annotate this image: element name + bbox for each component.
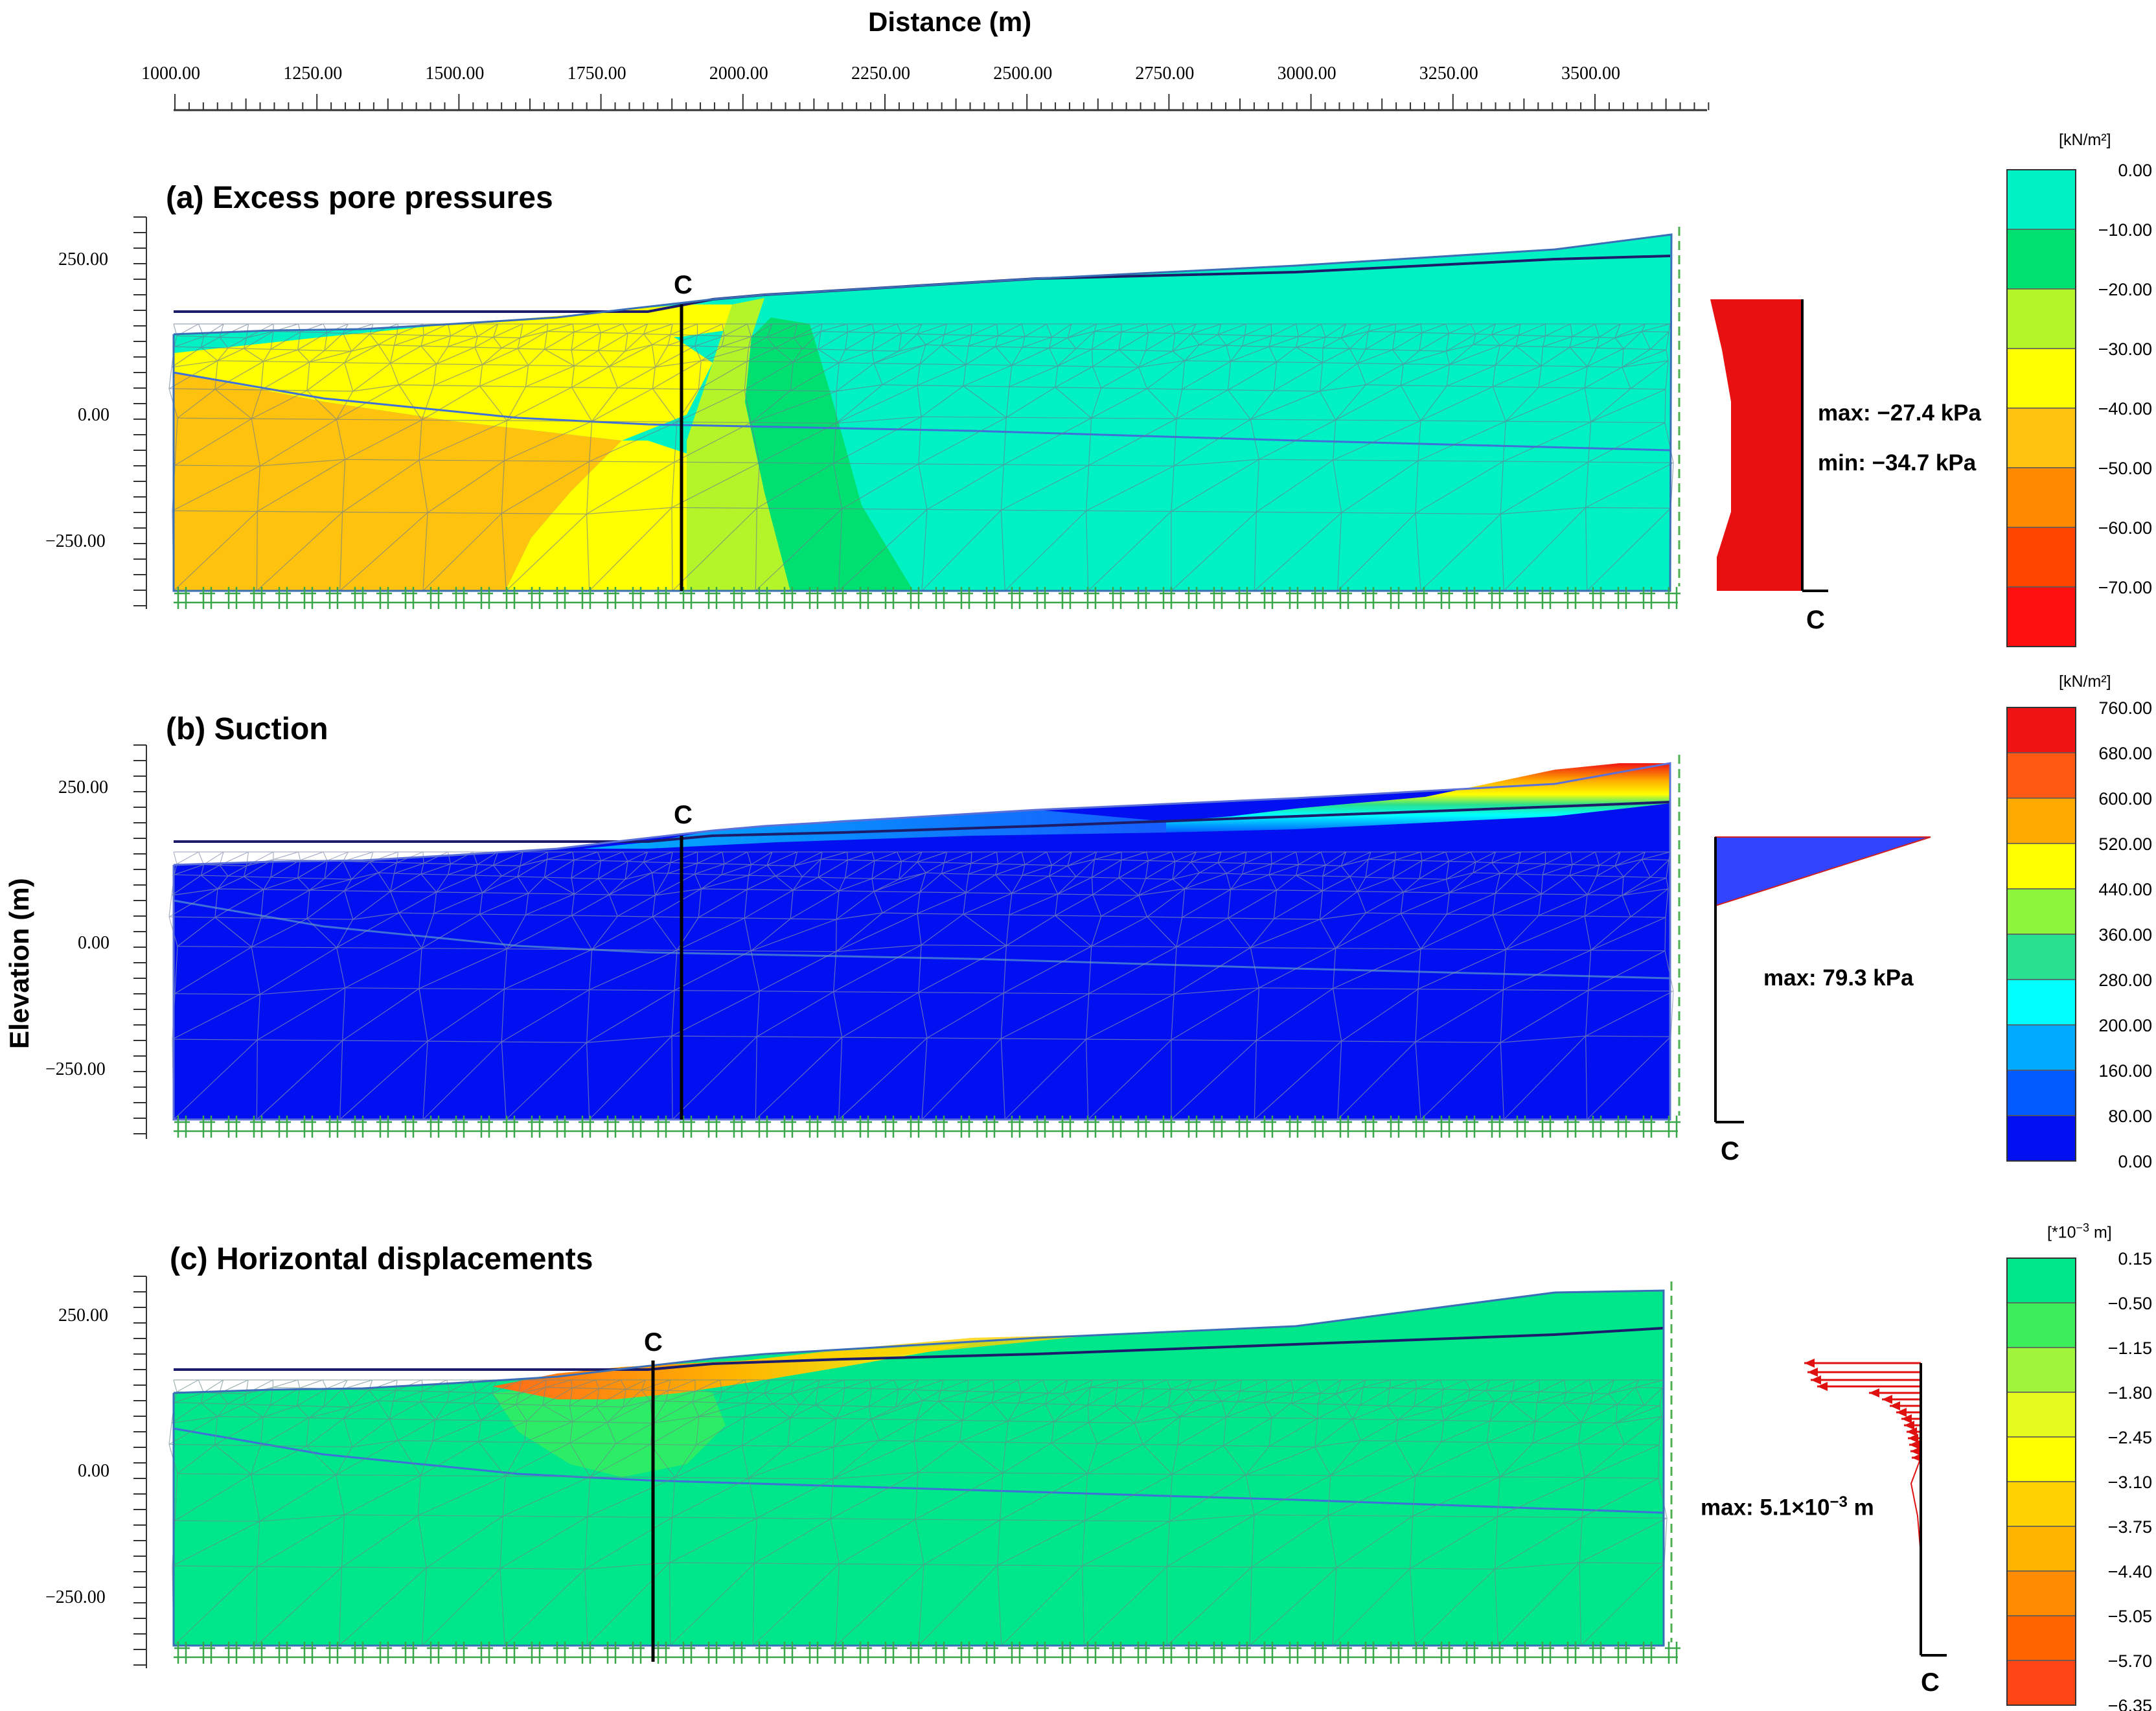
distance-axis-title: Distance (m) xyxy=(868,6,1032,37)
panel-c-title: (c) Horizontal displacements xyxy=(170,1242,593,1276)
panel-b-legend: 760.00 680.00 600.00 520.00 440.00 360.00 280.… xyxy=(2006,698,2152,1171)
panel-b-legend-unit: [kN/m²] xyxy=(2059,672,2111,691)
panel-c-section-label-top: C xyxy=(644,1328,663,1357)
distance-tick-8: 3000.00 xyxy=(1277,63,1336,84)
legendA-tick-2: −20.00 xyxy=(2098,280,2152,299)
panel-c-max-annotation: max: 5.1×10−3 m xyxy=(1701,1493,1874,1521)
legendC-tick-2: −1.15 xyxy=(2108,1338,2152,1358)
panel-a-min-annotation: min: −34.7 kPa xyxy=(1818,450,1977,476)
legendA-tick-5: −50.00 xyxy=(2098,459,2152,478)
panel-b-section-label-profile: C xyxy=(1721,1137,1739,1166)
panel-c-legend-unit: [*10−3 m] xyxy=(2047,1221,2112,1242)
legendB-tick-8: 160.00 xyxy=(2098,1061,2152,1081)
legendC-tick-1: −0.50 xyxy=(2108,1294,2152,1313)
panel-a-ytick-250: 250.00 xyxy=(58,249,108,270)
distance-tick-3: 1750.00 xyxy=(567,63,626,84)
legendC-tick-9: −5.70 xyxy=(2108,1651,2152,1671)
panel-c-model xyxy=(133,1276,1947,1668)
panel-c-ytick-0: 0.00 xyxy=(78,1461,109,1481)
distance-tick-1: 1250.00 xyxy=(283,63,343,84)
legendA-tick-0: 0.00 xyxy=(2118,161,2152,180)
legendB-tick-9: 80.00 xyxy=(2108,1107,2152,1126)
legendA-tick-1: −10.00 xyxy=(2098,220,2152,240)
distance-tick-4: 2000.00 xyxy=(709,63,768,84)
legendC-tick-0: 0.15 xyxy=(2118,1249,2152,1269)
panel-b-model xyxy=(133,744,1931,1139)
panel-c-legend: 0.15 −0.50 −1.15 −1.80 −2.45 −3.10 −3.75 −4.40 −… xyxy=(2006,1249,2152,1711)
panel-b-ytick-0: 0.00 xyxy=(78,933,109,953)
legendC-tick-6: −3.75 xyxy=(2108,1517,2152,1537)
panel-b-ytick-250: 250.00 xyxy=(58,777,108,798)
legendC-tick-4: −2.45 xyxy=(2108,1428,2152,1447)
legendC-tick-8: −5.05 xyxy=(2108,1607,2152,1626)
legendC-tick-10: −6.35 xyxy=(2108,1696,2152,1711)
panel-a-ytick-0: 0.00 xyxy=(78,405,109,425)
distance-tick-10: 3500.00 xyxy=(1561,63,1620,84)
legendB-tick-4: 440.00 xyxy=(2098,880,2152,899)
distance-tick-2: 1500.00 xyxy=(425,63,485,84)
legendB-tick-0: 760.00 xyxy=(2098,698,2152,718)
legendB-tick-2: 600.00 xyxy=(2098,789,2152,809)
panel-b-ytick-minus250: −250.00 xyxy=(45,1059,106,1079)
panel-a-legend: 0.00 −10.00 −20.00 −30.00 −40.00 −50.00 −60.00… xyxy=(2006,161,2152,647)
distance-tick-5: 2250.00 xyxy=(851,63,910,84)
panel-a-ytick-minus250: −250.00 xyxy=(45,531,106,551)
panel-b-title: (b) Suction xyxy=(166,712,328,746)
legendB-tick-3: 520.00 xyxy=(2098,834,2152,854)
distance-tick-6: 2500.00 xyxy=(993,63,1053,84)
panel-a-legend-unit: [kN/m²] xyxy=(2059,131,2111,149)
legendA-tick-6: −60.00 xyxy=(2098,518,2152,538)
legendC-tick-7: −4.40 xyxy=(2108,1562,2152,1581)
legendA-tick-3: −30.00 xyxy=(2098,339,2152,359)
distance-tick-0: 1000.00 xyxy=(141,63,200,84)
distance-axis-line xyxy=(174,94,1710,111)
panel-c-ytick-250: 250.00 xyxy=(58,1305,108,1326)
panel-c-ytick-minus250: −250.00 xyxy=(45,1587,106,1607)
panel-b-max-annotation: max: 79.3 kPa xyxy=(1763,965,1914,991)
legendB-tick-5: 360.00 xyxy=(2098,925,2152,945)
panel-a-section-label-profile: C xyxy=(1806,606,1825,634)
legendB-tick-10: 0.00 xyxy=(2118,1152,2152,1171)
legendC-tick-3: −1.80 xyxy=(2108,1383,2152,1403)
legendB-tick-1: 680.00 xyxy=(2098,744,2152,763)
distance-tick-7: 2750.00 xyxy=(1135,63,1195,84)
legendC-tick-5: −3.10 xyxy=(2108,1473,2152,1492)
legendA-tick-4: −40.00 xyxy=(2098,399,2152,419)
legendB-tick-6: 280.00 xyxy=(2098,970,2152,990)
panel-a-model xyxy=(133,216,1828,609)
panel-b-section-label-top: C xyxy=(674,801,693,829)
legendB-tick-7: 200.00 xyxy=(2098,1016,2152,1035)
distance-tick-9: 3250.00 xyxy=(1419,63,1478,84)
panel-c-section-label-profile: C xyxy=(1921,1668,1940,1697)
panel-a-section-label-top: C xyxy=(674,271,693,299)
legendA-tick-7: −70.00 xyxy=(2098,578,2152,597)
panel-a-max-annotation: max: −27.4 kPa xyxy=(1818,400,1981,426)
panel-a-title: (a) Excess pore pressures xyxy=(166,181,553,215)
